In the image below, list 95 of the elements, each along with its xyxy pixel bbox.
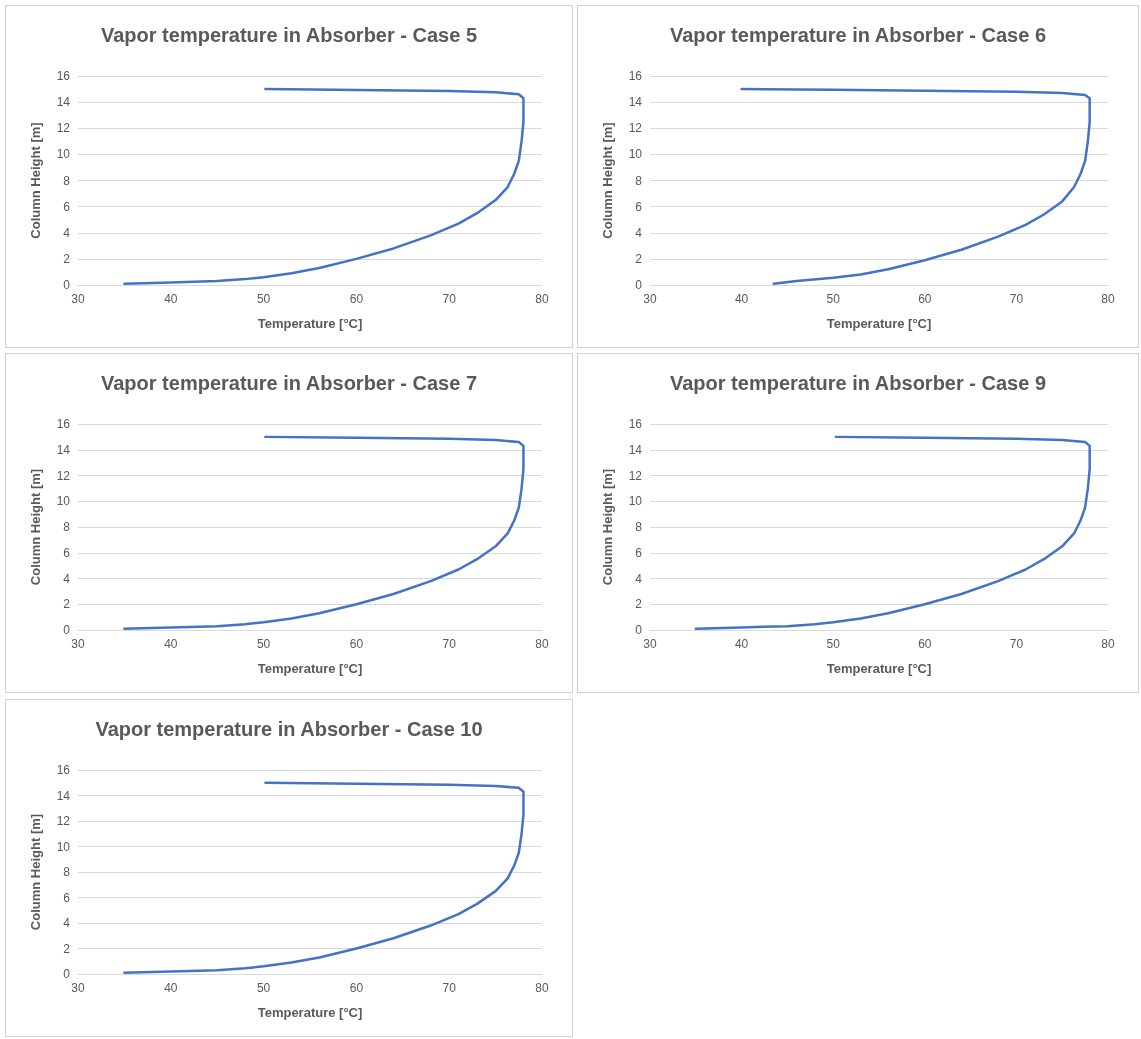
y-axis-title: Column Height [m] bbox=[600, 468, 615, 586]
y-tick-label: 0 bbox=[63, 278, 71, 292]
y-tick-label: 8 bbox=[635, 173, 643, 188]
y-tick-label: 0 bbox=[63, 967, 71, 981]
y-tick-label: 2 bbox=[635, 597, 643, 612]
x-tick-label: 70 bbox=[1009, 637, 1024, 651]
chart-title: Vapor temperature in Absorber - Case 10 bbox=[95, 718, 483, 740]
x-tick-label: 70 bbox=[1009, 292, 1024, 306]
y-tick-label: 2 bbox=[63, 597, 71, 612]
y-tick-label: 10 bbox=[56, 494, 71, 509]
line-series bbox=[694, 435, 1091, 630]
y-tick-label: 12 bbox=[628, 121, 643, 136]
y-axis-title: Column Height [m] bbox=[28, 813, 43, 931]
x-tick-label: 50 bbox=[256, 292, 271, 306]
x-tick-label: 40 bbox=[734, 292, 749, 306]
y-tick-label: 6 bbox=[63, 545, 71, 560]
y-tick-label: 2 bbox=[63, 251, 71, 266]
chart-title: Vapor temperature in Absorber - Case 9 bbox=[669, 372, 1047, 394]
y-tick-label: 4 bbox=[63, 571, 71, 586]
x-tick-label: 30 bbox=[71, 981, 85, 995]
x-axis-title: Temperature [°C] bbox=[826, 661, 932, 676]
y-tick-label: 14 bbox=[56, 442, 71, 457]
y-tick-label: 14 bbox=[628, 442, 643, 457]
y-tick-label: 8 bbox=[63, 173, 71, 188]
y-tick-label: 4 bbox=[635, 225, 643, 240]
y-tick-label: 16 bbox=[628, 69, 643, 83]
y-tick-label: 0 bbox=[63, 623, 71, 637]
y-tick-label: 8 bbox=[635, 520, 643, 534]
x-tick-label: 40 bbox=[734, 637, 749, 651]
line-series bbox=[123, 435, 525, 630]
y-tick-label: 10 bbox=[628, 147, 643, 162]
y-tick-label: 16 bbox=[56, 69, 71, 83]
y-axis-title: Column Height [m] bbox=[600, 122, 615, 239]
y-tick-label: 8 bbox=[63, 520, 71, 534]
line-series bbox=[740, 87, 1091, 285]
x-tick-label: 80 bbox=[535, 292, 549, 306]
y-tick-label: 10 bbox=[56, 839, 71, 854]
y-tick-label: 2 bbox=[635, 251, 643, 266]
x-axis-title: Temperature [°C] bbox=[257, 316, 363, 331]
chart-title: Vapor temperature in Absorber - Case 5 bbox=[100, 24, 478, 46]
line-series bbox=[123, 87, 525, 285]
y-tick-label: 2 bbox=[63, 941, 71, 956]
y-tick-label: 6 bbox=[63, 199, 71, 214]
y-tick-label: 6 bbox=[635, 199, 643, 214]
y-tick-label: 10 bbox=[56, 147, 71, 162]
y-tick-label: 16 bbox=[56, 763, 71, 777]
x-tick-label: 80 bbox=[535, 981, 549, 995]
x-tick-label: 30 bbox=[71, 292, 85, 306]
y-tick-label: 4 bbox=[63, 916, 71, 930]
x-tick-label: 60 bbox=[349, 637, 364, 651]
chart-title: Vapor temperature in Absorber - Case 7 bbox=[100, 372, 478, 394]
x-tick-label: 30 bbox=[643, 292, 657, 306]
y-tick-label: 10 bbox=[628, 494, 643, 509]
y-tick-label: 14 bbox=[56, 788, 71, 803]
y-tick-label: 16 bbox=[56, 417, 71, 431]
x-axis-title: Temperature [°C] bbox=[257, 1005, 363, 1020]
x-tick-label: 70 bbox=[442, 292, 457, 306]
chart-title: Vapor temperature in Absorber - Case 6 bbox=[669, 24, 1047, 46]
x-tick-label: 70 bbox=[442, 981, 457, 995]
x-tick-label: 40 bbox=[164, 981, 178, 995]
x-tick-label: 80 bbox=[1101, 637, 1115, 651]
y-tick-label: 4 bbox=[635, 571, 643, 586]
y-tick-label: 12 bbox=[56, 814, 71, 828]
x-tick-label: 40 bbox=[164, 292, 178, 306]
x-tick-label: 30 bbox=[643, 637, 657, 651]
x-tick-label: 80 bbox=[535, 637, 549, 651]
y-axis-title: Column Height [m] bbox=[28, 122, 43, 239]
x-tick-label: 60 bbox=[349, 292, 364, 306]
y-tick-label: 0 bbox=[635, 623, 643, 637]
line-series bbox=[123, 781, 525, 974]
x-tick-label: 60 bbox=[918, 292, 932, 306]
y-tick-label: 16 bbox=[628, 417, 643, 431]
x-tick-label: 50 bbox=[826, 292, 841, 306]
x-tick-label: 40 bbox=[164, 637, 178, 651]
y-tick-label: 14 bbox=[56, 95, 71, 110]
y-axis-title: Column Height [m] bbox=[28, 468, 43, 586]
y-tick-label: 12 bbox=[56, 468, 71, 483]
x-tick-label: 70 bbox=[442, 637, 457, 651]
x-axis-title: Temperature [°C] bbox=[257, 661, 363, 676]
x-tick-label: 60 bbox=[918, 637, 932, 651]
x-tick-label: 80 bbox=[1101, 292, 1115, 306]
y-tick-label: 0 bbox=[635, 278, 643, 292]
y-tick-label: 6 bbox=[63, 890, 71, 905]
y-tick-label: 6 bbox=[635, 545, 643, 560]
y-tick-label: 14 bbox=[628, 95, 643, 110]
x-axis-title: Temperature [°C] bbox=[826, 316, 932, 331]
x-tick-label: 60 bbox=[349, 981, 364, 995]
y-tick-label: 12 bbox=[56, 121, 71, 136]
x-tick-label: 50 bbox=[256, 637, 271, 651]
y-tick-label: 12 bbox=[628, 468, 643, 483]
x-tick-label: 50 bbox=[826, 637, 841, 651]
x-tick-label: 50 bbox=[256, 981, 271, 995]
x-tick-label: 30 bbox=[71, 637, 85, 651]
y-tick-label: 8 bbox=[63, 865, 71, 879]
y-tick-label: 4 bbox=[63, 225, 71, 240]
